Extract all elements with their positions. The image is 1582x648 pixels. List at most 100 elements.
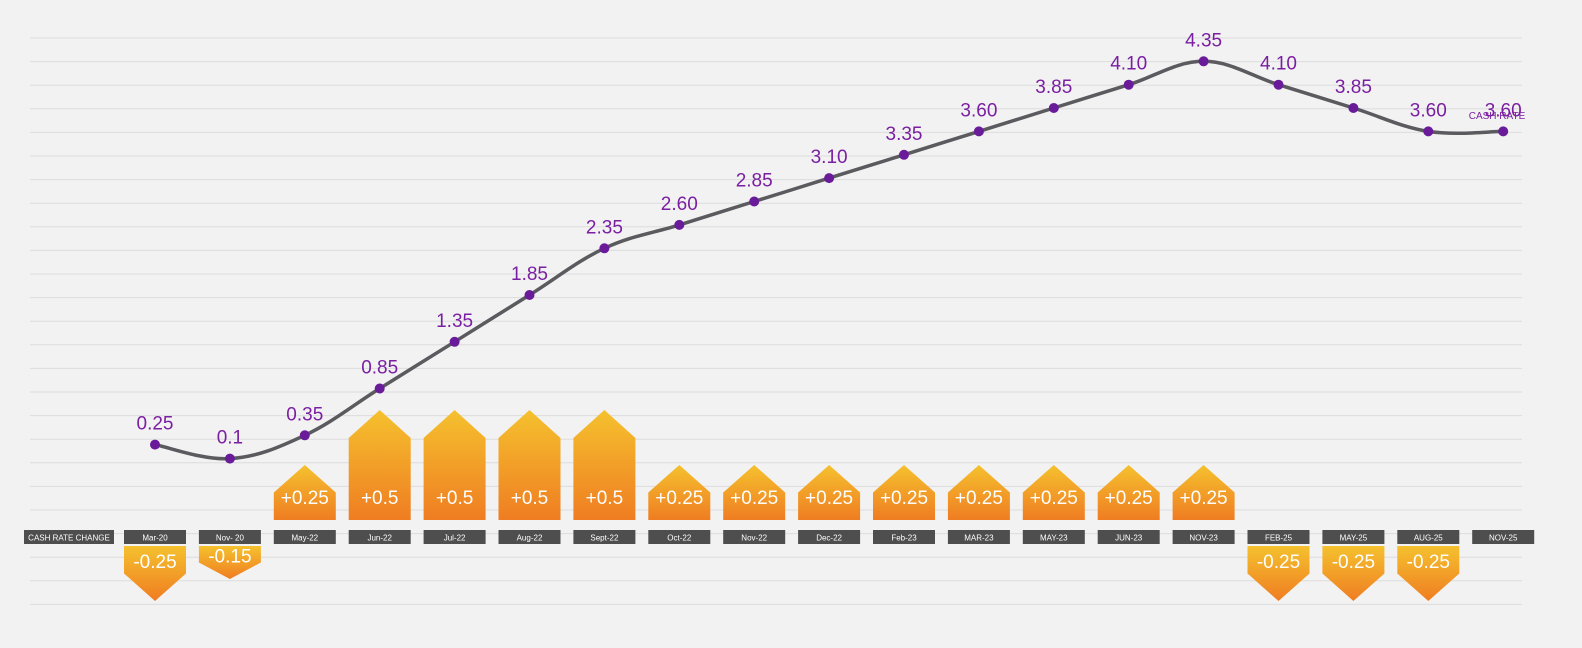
change-arrow: [1097, 465, 1160, 520]
category-box: [648, 530, 711, 544]
category-box: [873, 530, 935, 544]
change-label: +0.25: [281, 488, 329, 509]
value-label: 3.60: [1485, 100, 1522, 121]
change-label: -0.25: [133, 552, 176, 573]
category-box: [348, 530, 411, 544]
cash-rate-point: [973, 126, 984, 137]
cash-rate-point: [899, 149, 909, 160]
value-label: 3.60: [960, 100, 997, 121]
value-label: 0.35: [286, 404, 323, 425]
change-arrow: [947, 465, 1010, 520]
category-box: [1247, 530, 1310, 544]
cash-rate-point: [299, 430, 310, 441]
cash-rate-point: [1048, 103, 1059, 113]
category-label: May-22: [291, 534, 318, 543]
value-labels: CASH RATE 0.25 0.1 0.35 0.85 1.35 1.85 2.35 2.6…: [137, 30, 1526, 448]
change-label: +0.25: [805, 488, 853, 509]
value-label: 4.35: [1185, 30, 1222, 51]
cash-rate-line: [150, 56, 1509, 464]
cash-rate-point: [1498, 126, 1509, 137]
value-label: 0.25: [137, 414, 174, 435]
category-label: Sept-22: [590, 534, 619, 543]
category-label: MAR-23: [964, 534, 994, 543]
change-arrow: [1397, 546, 1460, 601]
category-label: Mar-20: [142, 534, 168, 543]
value-label: 0.85: [361, 358, 398, 379]
change-label: +0.25: [730, 488, 778, 509]
category-label: Dec-22: [816, 534, 842, 543]
category-box: [124, 530, 186, 544]
change-label: +0.25: [655, 488, 703, 509]
category-box: [947, 530, 1010, 544]
value-label: 4.10: [1110, 54, 1147, 75]
category-box: [1022, 530, 1085, 544]
cash-rate-point: [224, 453, 235, 464]
change-arrow: [1247, 546, 1310, 601]
category-label: Aug-22: [517, 534, 543, 543]
category-label: AUG-25: [1414, 534, 1443, 543]
row-label-box: [24, 530, 114, 544]
change-arrow: [498, 410, 561, 520]
category-label: JUN-23: [1115, 534, 1143, 543]
cash-rate-point: [524, 290, 535, 300]
change-arrow: [648, 465, 711, 520]
change-label: +0.25: [1180, 488, 1228, 509]
change-arrow: [723, 465, 786, 520]
category-box: [273, 530, 336, 544]
category-box: [1397, 530, 1460, 544]
category-box: [798, 530, 861, 544]
category-label: Oct-22: [667, 534, 692, 543]
category-label: Nov-22: [741, 534, 767, 543]
change-label: -0.25: [1407, 552, 1450, 573]
change-arrow: [1172, 465, 1235, 520]
category-label: MAY-23: [1040, 534, 1068, 543]
cash-rate-point: [749, 196, 760, 207]
change-arrow: [798, 465, 861, 520]
value-label: 0.1: [217, 428, 243, 449]
change-arrow: [198, 546, 261, 579]
category-box: [573, 530, 636, 544]
change-arrow: [1322, 546, 1385, 601]
change-label: +0.25: [1105, 488, 1153, 509]
category-label: Feb-23: [891, 534, 917, 543]
change-label: -0.15: [208, 546, 251, 567]
change-arrows: -0.25 -0.15 +0.25 +0.5 +0.5 +0.5 +0.5 +0.25 +0.2…: [124, 410, 1460, 601]
cash-rate-point: [150, 439, 160, 450]
change-label: +0.5: [511, 488, 549, 509]
category-label: NOV-23: [1189, 534, 1218, 543]
category-label: Nov- 20: [216, 534, 245, 543]
value-label: 2.35: [586, 217, 623, 238]
category-label: Jul-22: [444, 534, 466, 543]
category-box: [498, 530, 561, 544]
cash-rate-point: [1423, 126, 1434, 137]
category-label: NOV-25: [1489, 534, 1518, 543]
value-label: 2.85: [736, 171, 773, 192]
value-label: 4.10: [1260, 54, 1297, 75]
change-arrow: [124, 546, 186, 601]
value-label: 3.35: [886, 124, 923, 145]
value-label: 1.85: [511, 264, 548, 285]
change-label: +0.25: [955, 488, 1003, 509]
change-arrow: [1022, 465, 1085, 520]
cash-rate-point: [374, 383, 385, 394]
category-label: Jun-22: [367, 534, 392, 543]
category-label: MAY-25: [1340, 534, 1368, 543]
cash-rate-point: [1198, 56, 1209, 67]
category-box: [1097, 530, 1160, 544]
category-box: [423, 530, 486, 544]
change-arrow: [273, 465, 336, 520]
value-label: 1.35: [436, 311, 473, 332]
cash-rate-point: [449, 336, 460, 347]
category-box: [1322, 530, 1385, 544]
cash-rate-point: [824, 173, 835, 184]
change-arrow: [423, 410, 486, 520]
category-box: [1472, 530, 1535, 544]
value-label: 3.10: [811, 147, 848, 168]
category-row: CASH RATE CHANGE Mar-20 Nov- 20 May-22 Jun-…: [24, 530, 1535, 544]
cash-rate-line-path: [153, 59, 1505, 461]
cash-rate-point: [599, 243, 610, 254]
change-label: +0.25: [1030, 488, 1078, 509]
change-label: -0.25: [1257, 552, 1300, 573]
cash-rate-point: [1348, 103, 1359, 113]
